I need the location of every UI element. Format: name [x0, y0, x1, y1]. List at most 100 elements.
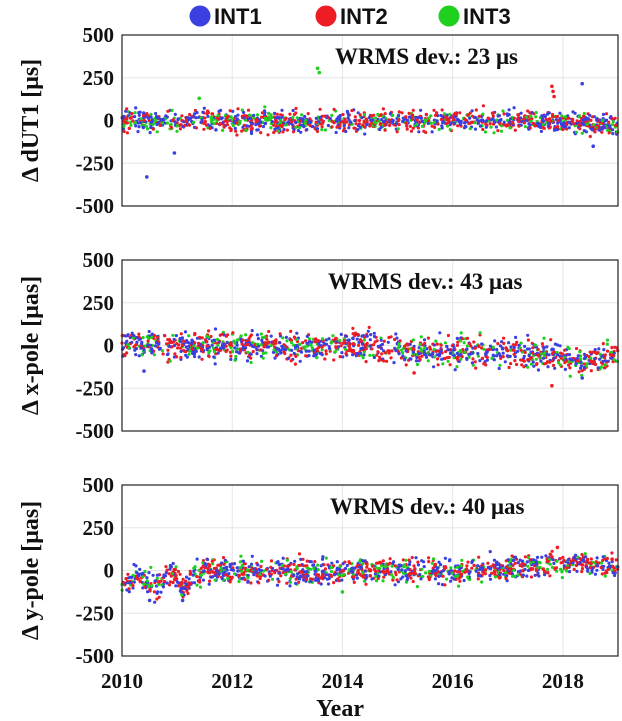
data-point-int2 — [444, 350, 448, 354]
data-point-int3 — [362, 579, 367, 583]
data-point-int2 — [401, 558, 405, 562]
data-point-int3 — [466, 575, 470, 579]
data-point-int1 — [507, 120, 511, 124]
outlier-point-int1 — [580, 81, 584, 86]
data-point-int2 — [313, 127, 317, 131]
data-point-int2 — [297, 580, 301, 584]
data-point-int2 — [163, 334, 167, 338]
data-point-int3 — [377, 119, 381, 123]
data-point-int1 — [563, 125, 568, 129]
data-point-int1 — [572, 556, 577, 560]
data-point-int2 — [504, 346, 508, 350]
data-point-int3 — [390, 573, 394, 577]
data-point-int2 — [561, 560, 565, 565]
data-point-int2 — [317, 339, 321, 343]
data-point-int1 — [244, 346, 248, 350]
data-point-int1 — [342, 123, 346, 128]
data-point-int3 — [400, 348, 404, 352]
data-point-int1 — [296, 128, 300, 133]
data-point-int2 — [372, 343, 376, 347]
data-point-int1 — [435, 119, 439, 123]
data-point-int2 — [377, 359, 381, 363]
data-point-int1 — [328, 117, 332, 121]
data-point-int3 — [396, 127, 400, 131]
data-point-int1 — [430, 130, 434, 134]
data-point-int1 — [233, 115, 237, 119]
data-point-int1 — [498, 344, 502, 348]
data-point-int1 — [507, 108, 511, 112]
data-point-int3 — [576, 555, 580, 559]
data-point-int1 — [205, 557, 210, 562]
data-point-int2 — [380, 352, 384, 356]
data-point-int1 — [596, 366, 600, 370]
data-point-int1 — [214, 128, 218, 132]
data-point-int1 — [378, 127, 382, 132]
data-point-int1 — [597, 347, 601, 351]
data-point-int3 — [338, 339, 342, 343]
data-point-int2 — [320, 125, 324, 129]
data-point-int2 — [391, 578, 395, 582]
data-point-int2 — [477, 114, 482, 118]
data-point-int2 — [208, 126, 212, 130]
data-point-int2 — [601, 558, 605, 563]
data-point-int1 — [470, 351, 475, 355]
data-point-int2 — [332, 581, 336, 585]
data-point-int1 — [275, 346, 279, 350]
data-point-int2 — [279, 113, 283, 117]
data-point-int1 — [509, 117, 513, 121]
outlier-point-int2 — [555, 545, 560, 550]
outlier-point-int3 — [315, 66, 320, 71]
data-point-int1 — [191, 573, 195, 577]
data-point-int1 — [179, 349, 183, 353]
data-point-int3 — [499, 124, 504, 128]
data-point-int1 — [453, 115, 457, 119]
data-point-int1 — [379, 338, 383, 342]
data-point-int2 — [204, 123, 208, 127]
data-point-int2 — [574, 563, 579, 568]
data-point-int3 — [566, 345, 570, 349]
data-point-int2 — [416, 560, 420, 564]
data-point-int2 — [362, 120, 366, 124]
data-point-int3 — [316, 563, 320, 567]
data-point-int1 — [179, 340, 183, 344]
data-point-int2 — [446, 333, 450, 338]
data-point-int1 — [588, 113, 592, 117]
data-point-int3 — [133, 111, 137, 115]
data-point-int1 — [353, 119, 357, 123]
data-point-int2 — [282, 350, 286, 354]
data-point-int3 — [383, 565, 387, 569]
legend-label-int3: INT3 — [463, 4, 511, 29]
data-point-int2 — [323, 357, 327, 361]
data-point-int3 — [381, 579, 385, 583]
data-point-int1 — [327, 337, 331, 341]
data-point-int2 — [369, 114, 374, 118]
data-point-int2 — [381, 559, 385, 563]
data-point-int1 — [558, 344, 562, 348]
data-point-int2 — [306, 112, 310, 116]
data-point-int3 — [233, 572, 237, 576]
data-point-int1 — [277, 116, 281, 120]
data-point-int1 — [233, 346, 237, 350]
data-point-int2 — [242, 562, 246, 566]
data-point-int1 — [495, 354, 499, 358]
data-point-int1 — [168, 567, 172, 571]
data-point-int2 — [410, 555, 414, 560]
data-point-int2 — [506, 349, 510, 353]
y-axis-label: Δ x-pole [μas] — [18, 276, 44, 415]
data-point-int1 — [135, 340, 139, 344]
data-point-int1 — [136, 121, 140, 125]
data-point-int1 — [155, 573, 159, 577]
data-point-int1 — [579, 366, 583, 370]
data-point-int3 — [498, 363, 502, 367]
data-point-int1 — [432, 343, 436, 347]
data-point-int3 — [306, 566, 310, 570]
data-point-int2 — [381, 107, 385, 111]
data-point-int1 — [271, 350, 276, 354]
data-point-int2 — [465, 564, 469, 568]
data-point-int2 — [411, 571, 415, 576]
data-point-int3 — [155, 130, 159, 134]
data-point-int2 — [491, 563, 495, 567]
data-point-int2 — [577, 123, 582, 127]
data-point-int1 — [366, 329, 370, 333]
data-point-int2 — [490, 111, 494, 115]
